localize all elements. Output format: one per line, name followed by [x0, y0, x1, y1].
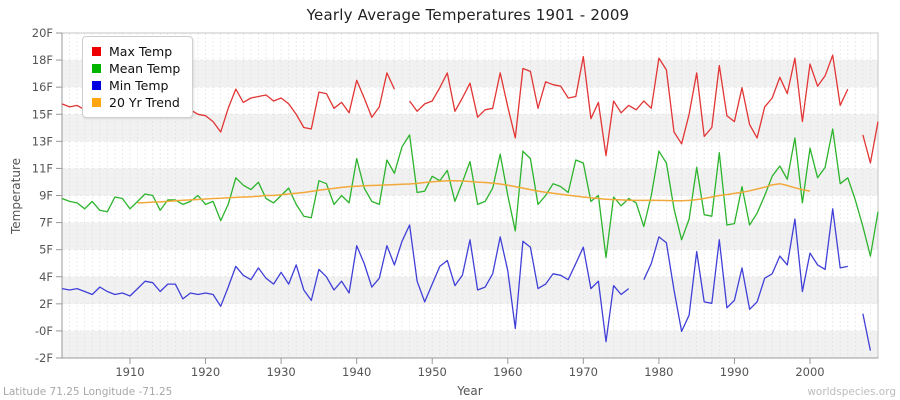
x-tick-label: 2000 [795, 365, 824, 379]
x-tick-label: 1970 [569, 365, 598, 379]
y-tick-label: 16F [32, 80, 53, 94]
series-20-yr-trend [137, 179, 811, 204]
y-tick-label: 13F [32, 134, 53, 148]
x-tick-label: 1940 [342, 365, 371, 379]
x-tick-label: 1960 [493, 365, 522, 379]
y-tick-label: 5F [39, 243, 53, 257]
legend-label-20yr-trend: 20 Yr Trend [109, 95, 180, 110]
x-tick-label: 1950 [418, 365, 447, 379]
x-axis-label: Year [457, 384, 483, 398]
y-tick-label: 4F [39, 270, 53, 284]
y-tick-label: 11F [32, 161, 53, 175]
y-tick-label: 9F [39, 189, 53, 203]
legend-item-mean-temp: Mean Temp [92, 60, 180, 77]
y-tick-label: -2F [35, 351, 53, 365]
legend-item-max-temp: Max Temp [92, 43, 180, 60]
legend-label-max-temp: Max Temp [109, 44, 173, 59]
y-tick-label: 7F [39, 216, 53, 230]
legend-swatch-max-temp [92, 47, 101, 56]
legend: Max Temp Mean Temp Min Temp 20 Yr Trend [82, 36, 194, 118]
y-tick-label: -0F [35, 324, 53, 338]
x-tick-label: 1920 [191, 365, 220, 379]
y-axis-label: Temperature [9, 158, 23, 235]
x-tick-label: 1980 [644, 365, 673, 379]
legend-label-mean-temp: Mean Temp [109, 61, 181, 76]
x-tick-label: 1930 [266, 365, 295, 379]
series-min-temp [61, 208, 872, 351]
series-mean-temp [61, 128, 879, 259]
legend-item-20yr-trend: 20 Yr Trend [92, 94, 180, 111]
coordinates-caption: Latitude 71.25 Longitude -71.25 [3, 386, 173, 398]
x-tick-label: 1990 [720, 365, 749, 379]
y-tick-label: 15F [32, 107, 53, 121]
x-tick-label: 1910 [115, 365, 144, 379]
legend-label-min-temp: Min Temp [109, 78, 169, 93]
legend-swatch-20yr-trend [92, 98, 101, 107]
y-tick-label: 2F [39, 297, 53, 311]
legend-swatch-mean-temp [92, 64, 101, 73]
legend-item-min-temp: Min Temp [92, 77, 180, 94]
chart-title: Yearly Average Temperatures 1901 - 2009 [306, 6, 630, 24]
y-tick-label: 18F [32, 53, 53, 67]
legend-swatch-min-temp [92, 81, 101, 90]
y-tick-label: 20F [32, 26, 53, 40]
watermark: worldspecies.org [807, 386, 896, 398]
